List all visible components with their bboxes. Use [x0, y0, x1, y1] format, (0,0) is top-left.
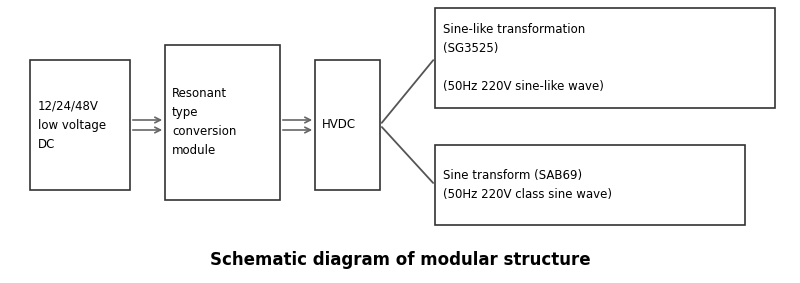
Text: Resonant
type
conversion
module: Resonant type conversion module	[172, 87, 236, 157]
Bar	[435, 145, 745, 225]
Bar	[165, 45, 280, 200]
Text: Sine transform (SAB69)
(50Hz 220V class sine wave): Sine transform (SAB69) (50Hz 220V class …	[443, 169, 612, 201]
Text: HVDC: HVDC	[322, 119, 356, 132]
Text: 12/24/48V
low voltage
DC: 12/24/48V low voltage DC	[38, 100, 106, 151]
Bar	[435, 8, 775, 108]
Bar	[30, 60, 130, 190]
Text: Schematic diagram of modular structure: Schematic diagram of modular structure	[210, 251, 590, 269]
Bar	[315, 60, 380, 190]
Text: Sine-like transformation
(SG3525)

(50Hz 220V sine-like wave): Sine-like transformation (SG3525) (50Hz …	[443, 23, 604, 93]
